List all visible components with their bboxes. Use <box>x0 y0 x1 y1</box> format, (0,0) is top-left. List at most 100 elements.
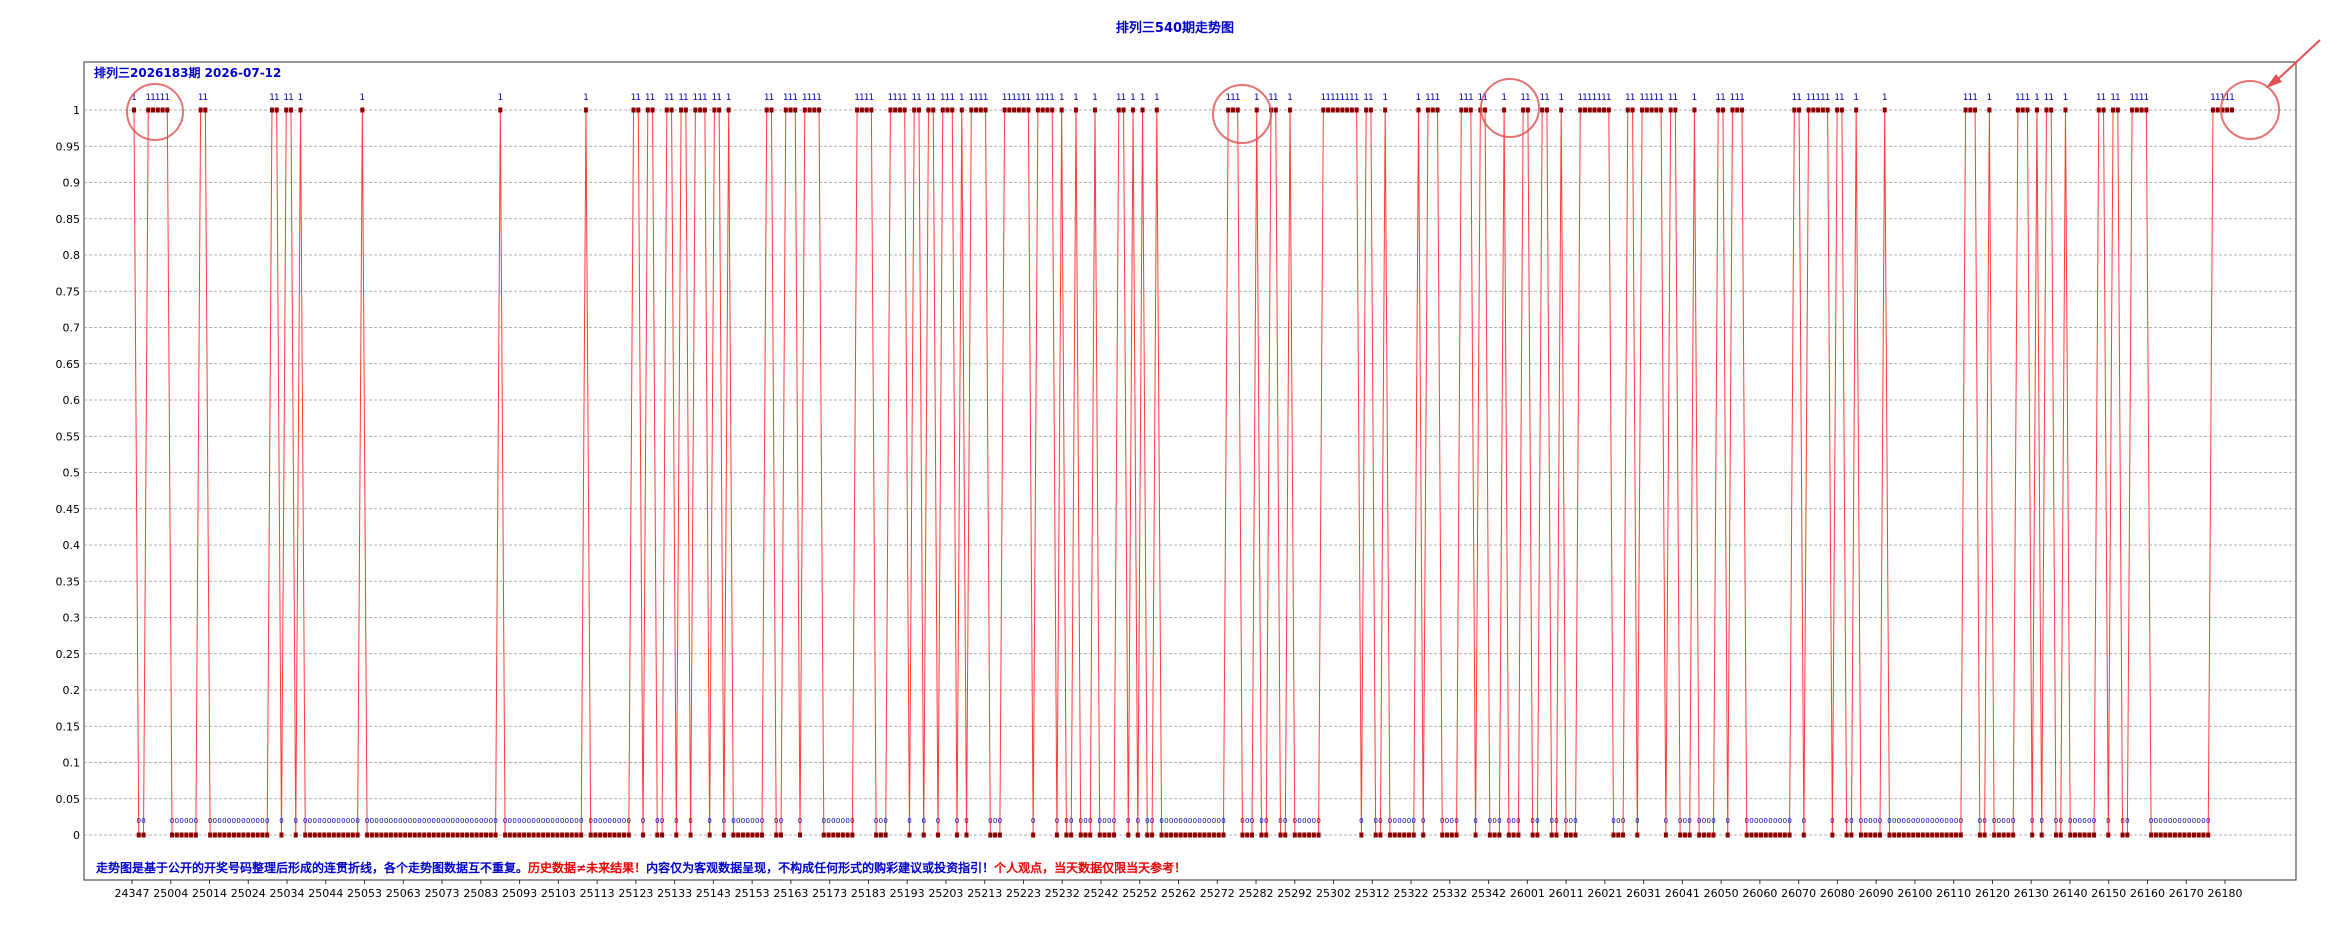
data-point <box>588 832 593 838</box>
data-label: 0 <box>2125 817 2129 825</box>
data-label: 1 <box>792 93 798 103</box>
data-point <box>1887 832 1892 838</box>
data-point <box>1240 832 1245 838</box>
data-label: 0 <box>260 817 264 825</box>
data-label: 0 <box>1921 817 1925 825</box>
data-point <box>560 832 565 838</box>
x-tick-label: 26011 <box>1549 887 1584 900</box>
data-label: 0 <box>850 817 854 825</box>
data-label: 1 <box>1673 93 1679 103</box>
y-tick-label: 0.9 <box>63 177 81 190</box>
data-label: 0 <box>194 817 198 825</box>
data-point <box>1292 832 1297 838</box>
data-label: 0 <box>446 817 450 825</box>
data-point <box>1430 107 1435 113</box>
data-point <box>883 832 888 838</box>
data-point <box>1549 832 1554 838</box>
data-label: 1 <box>702 93 708 103</box>
data-point <box>769 107 774 113</box>
data-point <box>1221 832 1226 838</box>
data-label: 1 <box>2096 93 2102 103</box>
data-point <box>2106 832 2111 838</box>
data-label: 0 <box>1916 817 1920 825</box>
data-label: 1 <box>916 93 922 103</box>
x-tick-label: 25183 <box>851 887 886 900</box>
data-point <box>1459 107 1464 113</box>
data-point <box>626 832 631 838</box>
data-label: 0 <box>1316 817 1320 825</box>
data-label: 0 <box>1616 817 1620 825</box>
data-label: 1 <box>145 93 151 103</box>
data-label: 0 <box>579 817 583 825</box>
data-label: 0 <box>227 817 231 825</box>
data-label: 0 <box>346 817 350 825</box>
data-label: 0 <box>1949 817 1953 825</box>
data-label: 1 <box>1501 93 1507 103</box>
data-label: 0 <box>1873 817 1877 825</box>
grid-lines <box>84 109 2296 836</box>
data-point <box>1506 832 1511 838</box>
data-point <box>184 832 189 838</box>
data-label: 0 <box>627 817 631 825</box>
data-point <box>679 107 684 113</box>
data-label: 1 <box>892 93 898 103</box>
data-point <box>193 832 198 838</box>
data-point <box>174 832 179 838</box>
y-tick-label: 0.7 <box>63 322 81 335</box>
data-point <box>1811 107 1816 113</box>
data-point <box>1088 832 1093 838</box>
data-label: 0 <box>460 817 464 825</box>
data-label: 0 <box>1183 817 1187 825</box>
data-label: 1 <box>1477 93 1483 103</box>
data-point <box>146 107 151 113</box>
data-label: 0 <box>365 817 369 825</box>
data-label: 0 <box>1373 817 1377 825</box>
data-point <box>1316 832 1321 838</box>
data-label: 0 <box>779 817 783 825</box>
data-point <box>921 832 926 838</box>
data-point <box>1311 832 1316 838</box>
data-label: 0 <box>417 817 421 825</box>
data-point <box>1716 107 1721 113</box>
data-point <box>2087 832 2092 838</box>
data-point <box>1920 832 1925 838</box>
data-point <box>2130 107 2135 113</box>
data-label: 1 <box>697 93 703 103</box>
data-label: 0 <box>2068 817 2072 825</box>
y-tick-label: 0.8 <box>63 249 81 262</box>
data-label: 0 <box>370 817 374 825</box>
y-tick-label: 0.75 <box>56 285 81 298</box>
data-label: 0 <box>2073 817 2077 825</box>
data-label: 0 <box>1759 817 1763 825</box>
data-point <box>550 832 555 838</box>
data-label: 0 <box>508 817 512 825</box>
data-point <box>374 832 379 838</box>
data-point <box>1863 832 1868 838</box>
data-label: 0 <box>1849 817 1853 825</box>
data-label: 1 <box>1073 93 1079 103</box>
data-label: 0 <box>2078 817 2082 825</box>
data-label: 1 <box>2044 93 2050 103</box>
data-point <box>1849 832 1854 838</box>
data-point <box>779 832 784 838</box>
data-point <box>1659 107 1664 113</box>
data-point <box>141 832 146 838</box>
data-label: 0 <box>1145 817 1149 825</box>
data-label: 0 <box>1178 817 1182 825</box>
data-label: 1 <box>1130 93 1136 103</box>
data-label: 1 <box>2063 93 2069 103</box>
data-point <box>512 832 517 838</box>
y-tick-label: 0.5 <box>63 467 81 480</box>
data-label: 1 <box>274 93 280 103</box>
x-tick-label: 25223 <box>1006 887 1041 900</box>
data-point <box>2191 832 2196 838</box>
data-point <box>1140 107 1145 113</box>
data-label: 0 <box>1359 817 1363 825</box>
data-point <box>693 107 698 113</box>
data-point <box>365 832 370 838</box>
x-tick-label: 25163 <box>773 887 808 900</box>
data-point <box>1349 107 1354 113</box>
data-label: 0 <box>427 817 431 825</box>
data-label: 1 <box>854 93 860 103</box>
data-point <box>327 832 332 838</box>
